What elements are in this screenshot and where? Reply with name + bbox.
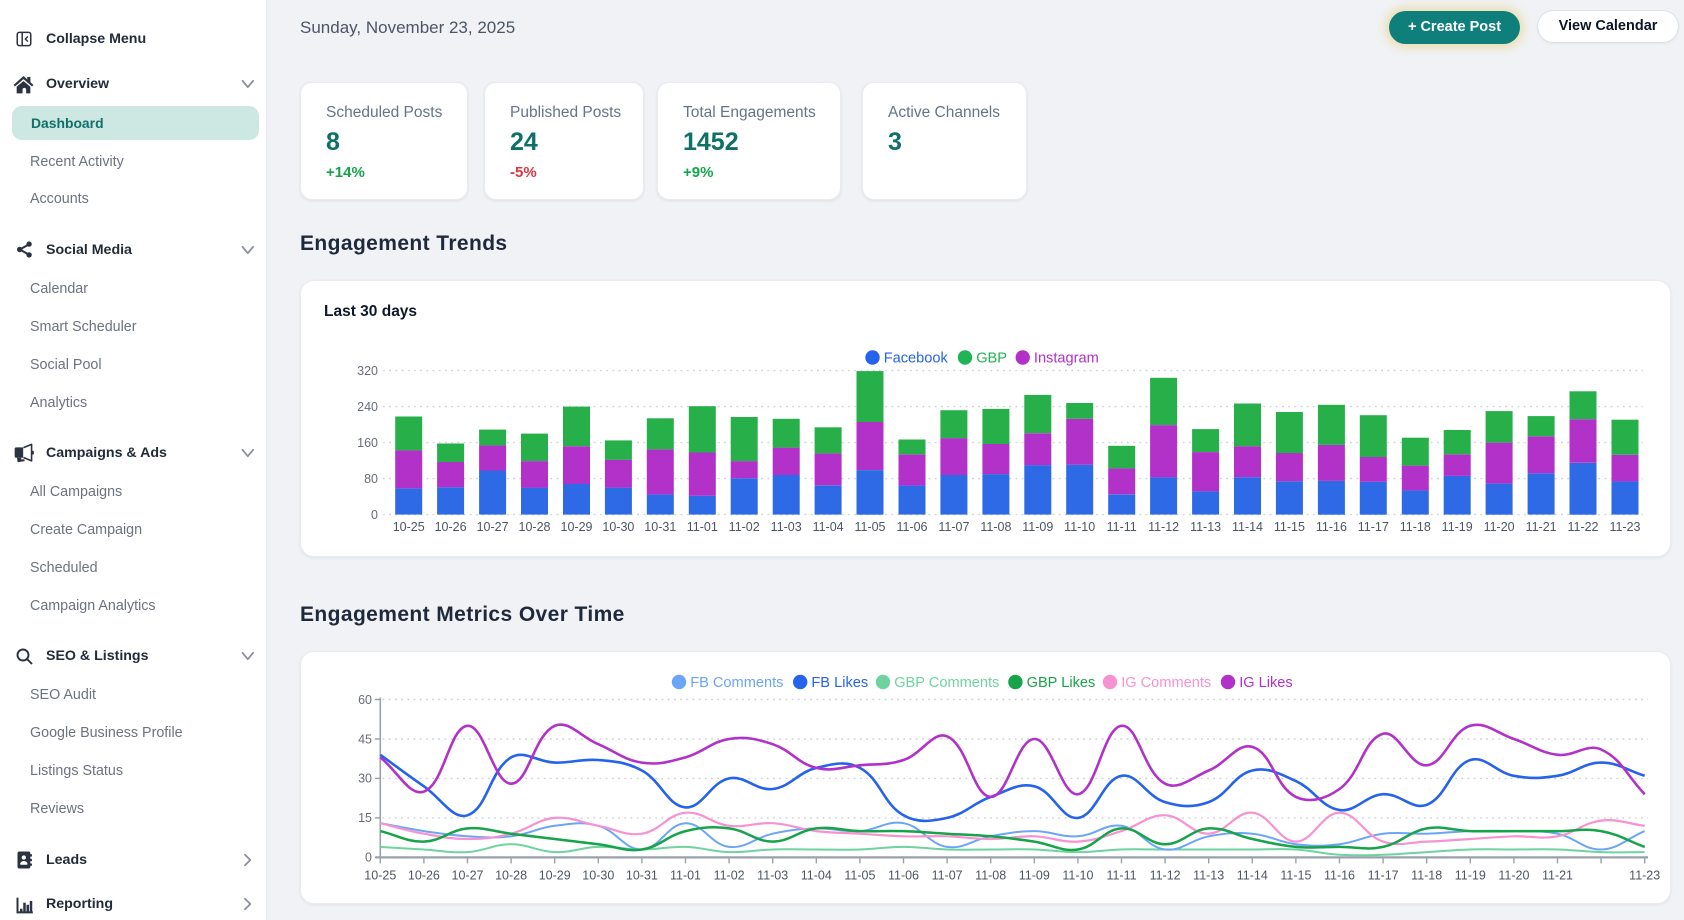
svg-text:30: 30 <box>358 772 372 786</box>
svg-text:11-11: 11-11 <box>1106 868 1136 882</box>
svg-text:11-13: 11-13 <box>1190 520 1221 534</box>
svg-text:11-16: 11-16 <box>1324 868 1355 882</box>
svg-text:11-04: 11-04 <box>813 520 844 534</box>
svg-text:11-06: 11-06 <box>888 868 919 882</box>
svg-text:11-20: 11-20 <box>1484 520 1515 534</box>
svg-text:GBP: GBP <box>976 351 1007 367</box>
svg-text:15: 15 <box>358 811 372 825</box>
svg-text:240: 240 <box>357 400 378 414</box>
svg-text:11-22: 11-22 <box>1567 520 1598 534</box>
svg-text:11-03: 11-03 <box>757 868 788 882</box>
svg-text:11-20: 11-20 <box>1498 868 1529 882</box>
svg-text:Instagram: Instagram <box>1034 351 1099 367</box>
svg-text:10-29: 10-29 <box>561 520 593 534</box>
svg-text:11-17: 11-17 <box>1358 520 1389 534</box>
svg-text:11-01: 11-01 <box>670 868 701 882</box>
svg-text:IG Comments: IG Comments <box>1121 675 1211 691</box>
svg-text:10-30: 10-30 <box>602 520 634 534</box>
svg-text:10-28: 10-28 <box>519 520 551 534</box>
svg-text:10-26: 10-26 <box>408 868 440 882</box>
svg-text:11-07: 11-07 <box>938 520 969 534</box>
svg-text:11-01: 11-01 <box>687 520 718 534</box>
svg-text:11-19: 11-19 <box>1442 520 1473 534</box>
svg-text:11-05: 11-05 <box>844 868 875 882</box>
svg-text:11-09: 11-09 <box>1022 520 1053 534</box>
svg-text:11-04: 11-04 <box>801 868 832 882</box>
svg-text:11-14: 11-14 <box>1237 868 1268 882</box>
svg-text:10-26: 10-26 <box>435 520 467 534</box>
svg-text:11-21: 11-21 <box>1542 868 1573 882</box>
svg-text:45: 45 <box>358 732 372 746</box>
svg-text:11-11: 11-11 <box>1107 520 1137 534</box>
svg-text:FB Comments: FB Comments <box>690 675 783 691</box>
svg-text:GBP Likes: GBP Likes <box>1027 675 1096 691</box>
svg-text:11-23: 11-23 <box>1609 520 1640 534</box>
svg-text:10-27: 10-27 <box>477 520 509 534</box>
svg-text:10-28: 10-28 <box>495 868 527 882</box>
svg-text:11-12: 11-12 <box>1148 520 1179 534</box>
svg-text:11-17: 11-17 <box>1368 868 1399 882</box>
svg-text:FB Likes: FB Likes <box>811 675 868 691</box>
svg-text:10-27: 10-27 <box>452 868 484 882</box>
svg-text:IG Likes: IG Likes <box>1239 675 1293 691</box>
svg-text:11-19: 11-19 <box>1455 868 1486 882</box>
svg-text:GBP Comments: GBP Comments <box>894 675 999 691</box>
svg-text:11-15: 11-15 <box>1274 520 1305 534</box>
svg-text:11-02: 11-02 <box>729 520 760 534</box>
svg-text:11-18: 11-18 <box>1411 868 1442 882</box>
svg-text:320: 320 <box>357 364 378 378</box>
svg-text:0: 0 <box>371 508 378 522</box>
svg-text:10-31: 10-31 <box>626 868 658 882</box>
svg-text:60: 60 <box>358 693 372 707</box>
svg-text:11-18: 11-18 <box>1400 520 1431 534</box>
svg-text:10-25: 10-25 <box>364 868 396 882</box>
svg-text:11-07: 11-07 <box>932 868 963 882</box>
svg-text:10-29: 10-29 <box>539 868 571 882</box>
svg-text:160: 160 <box>357 436 378 450</box>
svg-text:11-13: 11-13 <box>1193 868 1224 882</box>
svg-text:11-14: 11-14 <box>1232 520 1263 534</box>
svg-text:11-05: 11-05 <box>854 520 885 534</box>
svg-text:0: 0 <box>365 851 372 865</box>
svg-text:11-21: 11-21 <box>1526 520 1557 534</box>
svg-text:11-10: 11-10 <box>1064 520 1095 534</box>
svg-text:11-06: 11-06 <box>896 520 927 534</box>
svg-text:11-15: 11-15 <box>1280 868 1311 882</box>
svg-text:10-25: 10-25 <box>393 520 425 534</box>
svg-text:11-03: 11-03 <box>771 520 802 534</box>
svg-text:11-08: 11-08 <box>980 520 1011 534</box>
svg-text:11-16: 11-16 <box>1316 520 1347 534</box>
svg-text:10-30: 10-30 <box>582 868 614 882</box>
svg-text:11-02: 11-02 <box>714 868 745 882</box>
svg-text:11-10: 11-10 <box>1062 868 1093 882</box>
svg-text:11-23: 11-23 <box>1629 868 1660 882</box>
svg-text:11-09: 11-09 <box>1019 868 1050 882</box>
svg-text:11-12: 11-12 <box>1150 868 1181 882</box>
svg-text:80: 80 <box>364 472 378 486</box>
svg-text:11-08: 11-08 <box>975 868 1006 882</box>
svg-text:10-31: 10-31 <box>644 520 676 534</box>
svg-text:Facebook: Facebook <box>884 351 949 367</box>
